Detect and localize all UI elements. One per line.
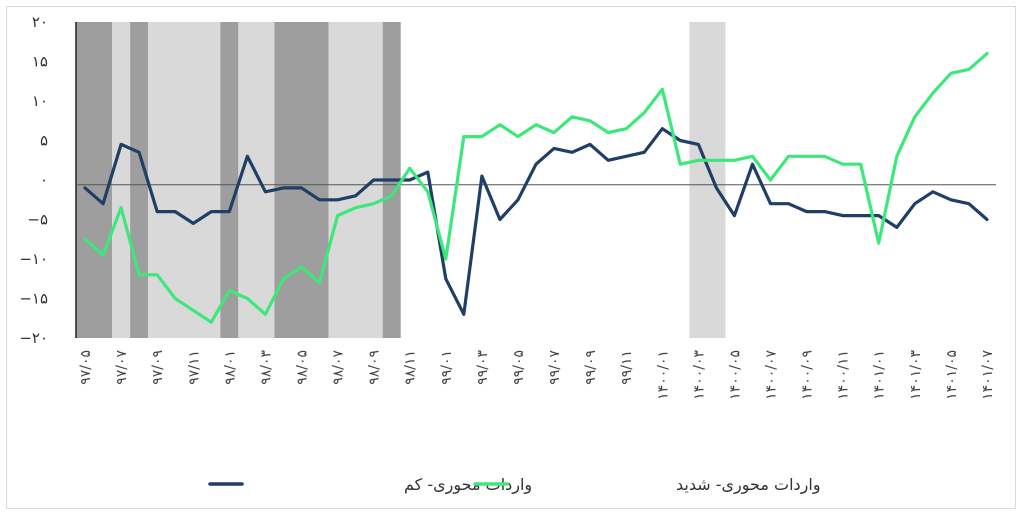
y-tick-label: −۵ <box>27 211 48 229</box>
y-tick-label: ۱۵ <box>32 53 48 71</box>
y-tick-label: ۱۰ <box>32 92 48 110</box>
y-tick-labels: −۲۰ −۱۵ −۱۰ −۵ ۰ ۵ ۱۰ ۱۵ ۲۰ <box>19 13 48 347</box>
y-tick-label: −۱۵ <box>19 290 48 308</box>
y-tick-label: −۲۰ <box>19 329 48 347</box>
x-tick-label: ۱۴۰۱/۰۷ <box>980 350 996 400</box>
x-tick-label: ۹۸/۱۱ <box>403 350 419 385</box>
shaded-region-light <box>148 22 221 338</box>
y-tick-label: ۰ <box>40 171 48 189</box>
shaded-region-dark <box>220 22 239 338</box>
y-tick-label: ۲۰ <box>32 13 48 31</box>
x-tick-label: ۱۴۰۰/۰۱ <box>655 350 671 400</box>
y-tick-label: −۱۰ <box>19 250 48 268</box>
x-tick-label: ۹۸/۰۷ <box>331 350 347 385</box>
shaded-region-dark <box>76 22 113 338</box>
shaded-region-light <box>112 22 131 338</box>
x-tick-label: ۹۹/۰۷ <box>547 350 563 385</box>
x-tick-label: ۹۸/۰۹ <box>367 350 383 385</box>
shaded-region-dark <box>130 22 149 338</box>
x-tick-label: ۹۷/۱۱ <box>186 350 202 385</box>
x-tick-label: ۹۹/۰۱ <box>439 350 455 385</box>
x-tick-labels: ۹۷/۰۵ ۹۷/۰۷ ۹۷/۰۹ ۹۷/۱۱ ۹۸/۰۱ ۹۸/۰۳ ۹۸/۰۵ ۹۸/۰۷… <box>78 350 996 400</box>
x-tick-label: ۹۹/۰۹ <box>583 350 599 385</box>
x-tick-label: ۹۹/۰۵ <box>511 350 527 385</box>
x-tick-label: ۱۴۰۰/۰۷ <box>764 350 780 400</box>
x-tick-label: ۱۴۰۰/۰۹ <box>800 350 816 400</box>
legend-label-1: واردات محوری- شدید <box>676 475 821 495</box>
shaded-region-light <box>689 22 726 338</box>
legend: واردات محوری- کم واردات محوری- شدید <box>208 475 821 495</box>
x-tick-label: ۹۸/۰۵ <box>294 350 310 385</box>
x-tick-label: ۱۴۰۰/۱۱ <box>836 350 852 400</box>
x-tick-label: ۹۷/۰۵ <box>78 350 94 385</box>
x-tick-label: ۹۹/۰۳ <box>475 350 491 385</box>
x-tick-label: ۱۴۰۰/۰۵ <box>727 350 743 400</box>
shaded-region-light <box>238 22 275 338</box>
x-tick-label: ۱۴۰۰/۰۳ <box>691 350 707 400</box>
x-tick-label: ۹۸/۰۳ <box>258 350 274 385</box>
series-lines <box>83 51 989 324</box>
x-tick-label: ۱۴۰۱/۰۳ <box>908 350 924 400</box>
x-tick-label: ۹۹/۱۱ <box>619 350 635 385</box>
x-tick-label: ۱۴۰۱/۰۱ <box>872 350 888 400</box>
x-tick-label: ۱۴۰۱/۰۵ <box>944 350 960 400</box>
shaded-region-dark <box>274 22 329 338</box>
x-tick-label: ۹۸/۰۱ <box>222 350 238 385</box>
x-tick-label: ۹۷/۰۹ <box>150 350 166 385</box>
legend-label-0: واردات محوری- کم <box>404 475 532 495</box>
y-tick-label: ۵ <box>40 132 48 150</box>
x-tick-label: ۹۷/۰۷ <box>114 350 130 385</box>
